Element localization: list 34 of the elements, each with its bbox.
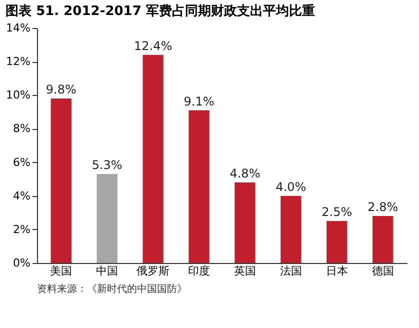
data-label: 12.4% [134,38,172,53]
data-label: 9.1% [184,94,214,108]
chart-title: 图表 51. 2012-2017 军费占同期财政支出平均比重 [6,3,315,19]
bar [188,110,210,263]
x-tick-label: 俄罗斯 [136,264,170,278]
x-tick-label: 日本 [326,264,348,278]
x-tick-label: 美国 [50,264,72,278]
data-label: 4.0% [276,180,306,194]
x-tick-label: 中国 [96,264,118,278]
y-tick-label: 10% [6,88,30,102]
bar [96,174,118,263]
x-tick-label: 法国 [280,264,302,278]
bar [326,221,348,263]
y-tick-label: 6% [13,156,30,169]
bar [142,54,164,263]
bar [234,182,256,263]
data-label: 9.8% [46,82,76,96]
x-tick-label: 德国 [372,264,394,278]
data-label: 4.8% [230,166,260,180]
y-tick-label: 12% [6,55,30,68]
bar [372,216,394,263]
y-tick-label: 4% [13,189,30,202]
text: 资料来源：《新时代的中国国防》 [37,283,187,295]
data-label: 2.5% [322,205,352,220]
bar [50,98,72,263]
data-label: 5.3% [92,158,122,172]
data-label: 2.8% [368,200,398,214]
x-tick-label: 英国 [234,264,256,278]
y-tick-label: 8% [13,122,30,136]
y-tick-label: 2% [13,222,30,236]
y-tick-label: 0% [13,256,30,270]
x-tick-label: 印度 [188,264,210,278]
y-tick-label: 14% [6,22,30,34]
bar [280,196,302,263]
